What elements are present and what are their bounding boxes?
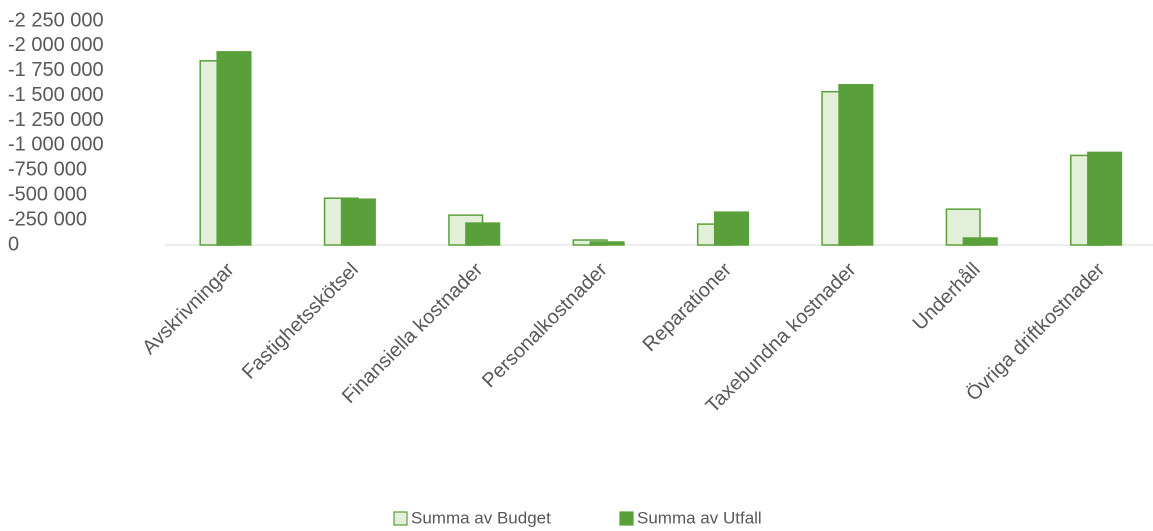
y-tick-label: -2 000 000 [8,34,104,56]
y-tick-label: -250 000 [8,208,87,230]
bar [713,211,750,246]
y-tick-label: -1 500 000 [8,84,104,106]
y-tick-label: -1 250 000 [8,109,104,131]
bar [465,222,501,246]
legend-swatch [393,511,408,526]
y-tick-label: -500 000 [8,184,87,206]
y-tick-label: -750 000 [8,159,87,181]
bar [1087,151,1123,246]
legend-label: Summa av Utfall [637,508,762,527]
x-tick-label: Personalkostnader [478,258,612,392]
bar [962,237,998,246]
x-tick-label: Finansiella kostnader [338,258,487,407]
bar [589,241,625,246]
bar [838,83,874,246]
bar [216,51,252,246]
x-tick-label: Avskrivningar [138,258,238,358]
bar [340,198,376,246]
x-tick-label: Underhåll [909,259,985,335]
legend-label: Summa av Budget [411,508,551,527]
y-tick-label: -1 750 000 [8,59,104,81]
legend-swatch [619,511,634,526]
x-tick-label: Övriga driftkostnader [962,258,1109,405]
y-tick-label: -1 000 000 [8,134,104,156]
x-tick-label: Reparationer [639,258,737,356]
y-tick-label: 0 [8,233,19,255]
y-tick-label: -2 250 000 [8,9,104,31]
x-tick-label: Fastighetsskötsel [238,259,363,384]
